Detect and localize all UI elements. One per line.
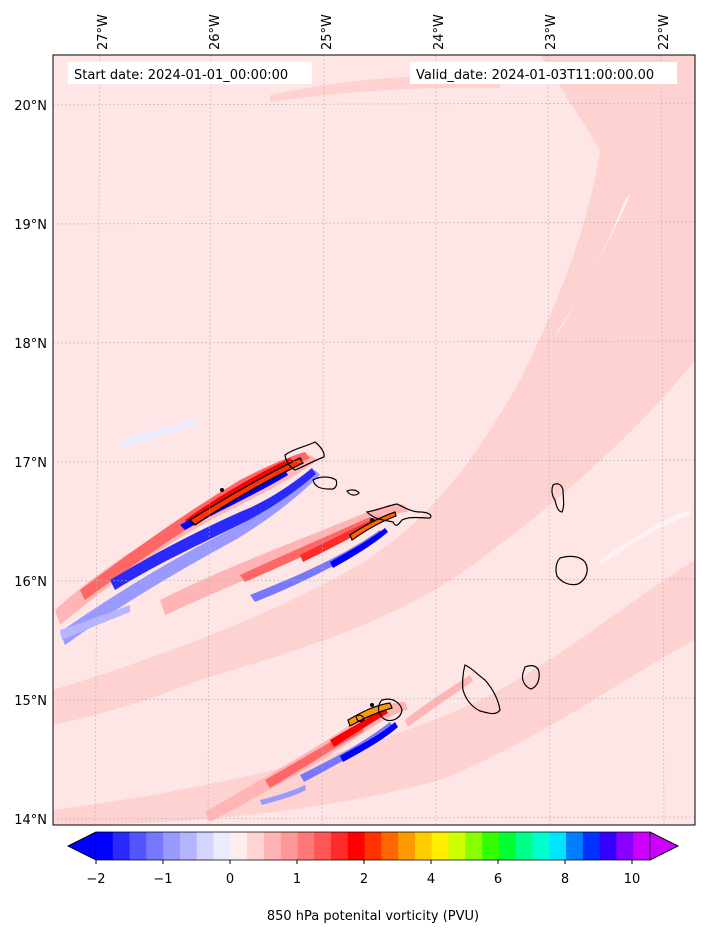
map-panel xyxy=(53,55,695,825)
island-fogo xyxy=(377,698,403,722)
lat-label: 15°N xyxy=(14,694,47,709)
lon-label: 25°W xyxy=(320,14,335,50)
colorbar-arrow-low xyxy=(67,831,97,861)
colorbar-swatch xyxy=(448,832,466,860)
island-santiago xyxy=(462,664,501,715)
lat-label: 20°N xyxy=(14,99,47,114)
colorbar-swatch xyxy=(498,832,517,860)
island-maio xyxy=(521,665,540,690)
cbar-tick-label: −2 xyxy=(86,872,105,887)
colorbar-title: 850 hPa potenital vorticity (PVU) xyxy=(267,909,479,924)
colorbar-ticks: −2 −1 0 1 2 4 6 8 10 xyxy=(86,860,640,887)
cbar-tick-label: 4 xyxy=(427,872,435,887)
colorbar-swatch xyxy=(381,832,399,860)
island-sao-nicolau xyxy=(365,503,432,526)
start-date-label: Start date: 2024-01-01_00:00:00 xyxy=(74,68,288,83)
lat-label: 19°N xyxy=(14,218,47,233)
cbar-tick-label: 2 xyxy=(360,872,368,887)
cbar-tick-label: 10 xyxy=(624,872,641,887)
colorbar-swatch xyxy=(297,832,315,860)
longitude-labels: 27°W 26°W 25°W 24°W 23°W 22°W xyxy=(96,14,672,50)
colorbar-swatch xyxy=(213,832,231,860)
cbar-tick-label: 6 xyxy=(494,872,502,887)
colorbar xyxy=(67,831,679,861)
colorbar-swatch xyxy=(398,832,416,860)
colorbar-swatch xyxy=(129,832,147,860)
valid-date-label: Valid_date: 2024-01-03T11:00:00.00 xyxy=(416,68,654,83)
colorbar-swatch xyxy=(179,832,198,860)
colorbar-swatch xyxy=(247,832,265,860)
map-frame xyxy=(52,54,696,826)
cbar-tick-label: 1 xyxy=(293,872,301,887)
lon-label: 23°W xyxy=(544,14,559,50)
colorbar-swatch xyxy=(549,832,567,860)
island-santa-luzia xyxy=(346,489,360,496)
colorbar-swatch xyxy=(280,832,298,860)
island-santo-antao xyxy=(284,441,325,471)
valid-date-box xyxy=(410,62,677,84)
pv-streak-middle xyxy=(160,504,408,615)
cbar-tick-label: 8 xyxy=(561,872,569,887)
colorbar-swatch xyxy=(465,832,483,860)
cbar-tick-label: −1 xyxy=(153,872,172,887)
pv-streak-north xyxy=(55,420,320,645)
colorbar-swatch xyxy=(364,832,382,860)
island-brava xyxy=(355,714,365,723)
colorbar-swatch xyxy=(599,832,617,860)
lat-label: 17°N xyxy=(14,456,47,471)
colorbar-arrow-high xyxy=(649,831,679,861)
colorbar-swatch xyxy=(347,832,366,860)
colorbar-swatch xyxy=(515,832,533,860)
colorbar-swatch xyxy=(196,832,215,860)
colorbar-swatch xyxy=(163,832,181,860)
colorbar-swatch xyxy=(482,832,500,860)
colorbar-swatch xyxy=(566,832,584,860)
colorbar-swatch xyxy=(230,832,248,860)
colorbar-swatch xyxy=(532,832,550,860)
colorbar-swatch xyxy=(582,832,601,860)
colorbar-swatch xyxy=(616,832,634,860)
island-boa-vista xyxy=(555,555,588,586)
colorbar-swatch xyxy=(112,832,131,860)
contour-labels xyxy=(220,488,374,707)
latitude-labels: 20°N 19°N 18°N 17°N 16°N 15°N 14°N xyxy=(14,99,47,828)
lat-label: 18°N xyxy=(14,337,47,352)
island-sal xyxy=(551,483,565,513)
cbar-tick-label: 0 xyxy=(226,872,234,887)
colorbar-swatch xyxy=(314,832,332,860)
lon-label: 27°W xyxy=(96,14,111,50)
colorbar-swatch xyxy=(633,832,651,860)
colorbar-frame xyxy=(67,831,679,861)
pv-streak-south xyxy=(205,675,473,822)
colorbar-swatch xyxy=(146,832,164,860)
pv-light-streaks xyxy=(555,195,690,565)
coastlines xyxy=(284,441,588,723)
lon-label: 26°W xyxy=(208,14,223,50)
lon-label: 22°W xyxy=(657,14,672,50)
gridlines xyxy=(53,55,695,825)
lat-label: 16°N xyxy=(14,575,47,590)
colorbar-swatch xyxy=(431,832,450,860)
lon-label: 24°W xyxy=(432,14,447,50)
island-sao-vicente xyxy=(312,476,338,490)
colorbar-swatch xyxy=(96,832,114,860)
start-date-box xyxy=(68,62,312,84)
lat-label: 14°N xyxy=(14,813,47,828)
colorbar-swatch xyxy=(263,832,282,860)
colorbar-swatch xyxy=(331,832,349,860)
colorbar-swatch xyxy=(414,832,433,860)
